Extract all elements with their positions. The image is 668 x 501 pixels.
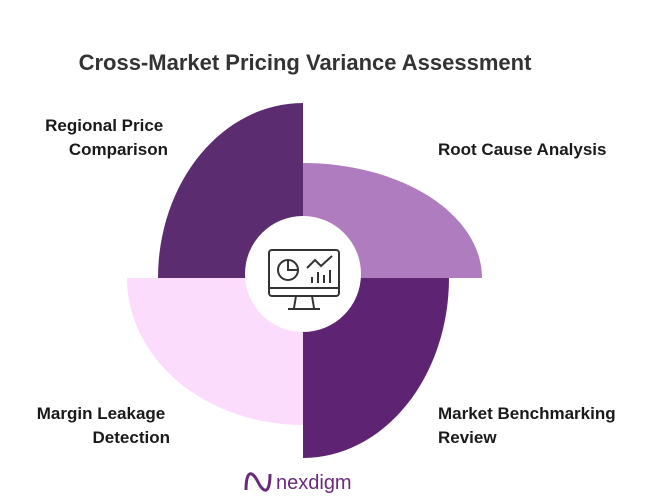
- center-circle: [245, 216, 361, 332]
- segment-market-benchmarking: [303, 278, 449, 458]
- segment-label: Regional Price Comparison: [45, 116, 168, 159]
- segment-label: Margin Leakage Detection: [37, 404, 170, 447]
- segment-label: Market Benchmarking Review: [438, 404, 620, 447]
- center-icon: [268, 249, 340, 310]
- segment-label: Root Cause Analysis: [438, 140, 606, 159]
- title: Cross-Market Pricing Variance Assessment: [79, 50, 533, 75]
- brand-logo: [244, 472, 272, 492]
- brand: nexdigm: [276, 472, 352, 494]
- segment-margin-leakage: [127, 278, 303, 425]
